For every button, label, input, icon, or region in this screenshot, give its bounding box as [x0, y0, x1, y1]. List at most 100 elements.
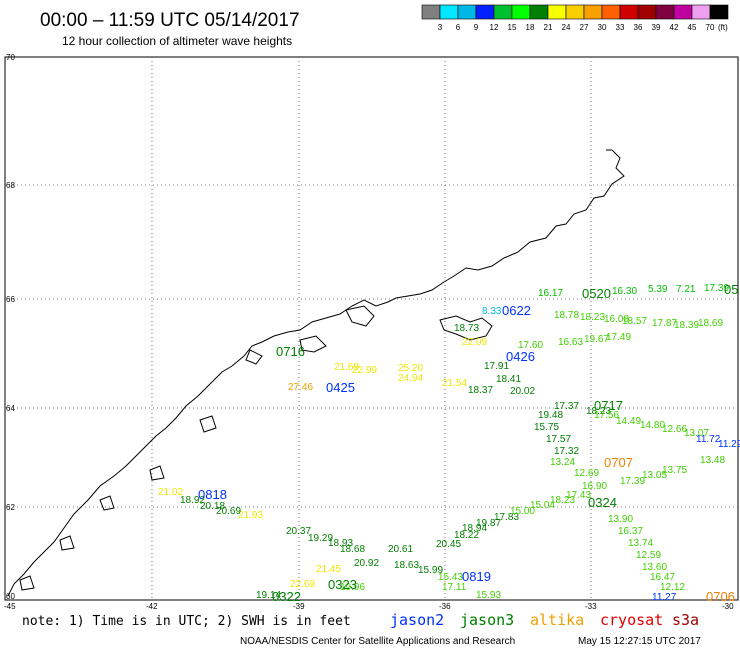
- wave-height-value: 24.94: [398, 373, 423, 384]
- color-scale-label: 15: [508, 23, 517, 32]
- wave-height-value: 12.69: [574, 468, 599, 479]
- map-title: 00:00 – 11:59 UTC 05/14/2017: [40, 10, 300, 31]
- wave-height-value: 18.23: [550, 495, 575, 506]
- color-scale-label: 70: [706, 23, 715, 32]
- wave-height-value: 17.43: [566, 490, 591, 501]
- lat-label: 70: [6, 53, 15, 62]
- wave-height-value: 13.07: [684, 428, 709, 439]
- wave-height-value: 17.37: [554, 401, 579, 412]
- wave-height-value: 21.02: [158, 487, 183, 498]
- color-scale-label: 12: [490, 23, 499, 32]
- wave-height-value: 17.91: [484, 361, 509, 372]
- color-scale-label: 42: [670, 23, 679, 32]
- wave-height-value: 20.02: [510, 386, 535, 397]
- pass-time-label: 0425: [326, 380, 355, 395]
- wave-height-value: 18.37: [468, 385, 493, 396]
- lat-label: 66: [6, 295, 15, 304]
- pass-time-label: 0819: [462, 569, 491, 584]
- pass-time-label: 0818: [198, 487, 227, 502]
- altimeter-tracks: 16.17 16.30 5.39 7.21 17.3918.7317.9118.4118…: [158, 283, 740, 603]
- pass-time-label: 0323: [328, 577, 357, 592]
- color-scale-label: 6: [456, 23, 461, 32]
- wave-height-value: 18.63: [394, 560, 419, 571]
- graticule: [5, 57, 738, 600]
- wave-height-value: 17.39: [620, 476, 645, 487]
- pass-time-label: 0426: [506, 349, 535, 364]
- longitude-labels: -45 -42 -39 -36 -33 -30: [4, 602, 734, 611]
- wave-height-value: 20.69: [216, 506, 241, 517]
- lon-label: -39: [293, 602, 305, 611]
- color-swatch: [457, 4, 477, 20]
- pass-time-label: 0322: [272, 589, 301, 604]
- wave-height-value: 12.12: [660, 582, 685, 593]
- pass-time-label: 0622: [502, 303, 531, 318]
- map-frame: [4, 56, 739, 601]
- lon-label: -30: [722, 602, 734, 611]
- wave-height-value: 16.30: [612, 286, 637, 297]
- color-swatch: [601, 4, 621, 20]
- wave-height-value: 25.20: [398, 363, 423, 374]
- pass-time-label: 0707: [604, 455, 633, 470]
- wave-height-value: 20.92: [354, 558, 379, 569]
- color-swatch: [493, 4, 513, 20]
- satellite-name: s3a: [672, 611, 699, 629]
- wave-height-value: 17.56: [594, 410, 619, 421]
- wave-height-value: 16.08: [604, 314, 629, 325]
- wave-height-value: 18.41: [496, 374, 521, 385]
- wave-height-value: 18.92: [180, 495, 205, 506]
- wave-height-value: 17.49: [606, 332, 631, 343]
- color-swatch: [475, 4, 495, 20]
- wave-height-value: 15.93: [476, 590, 501, 601]
- wave-height-value: 14.49: [616, 416, 641, 427]
- color-swatch: [529, 4, 549, 20]
- wave-height-value: 17.11: [442, 582, 467, 593]
- wave-height-value: 11.72: [696, 434, 721, 445]
- wave-height-value: 13.60: [642, 562, 667, 573]
- wave-height-value: 22.09: [462, 337, 487, 348]
- wave-height-value: 21.54: [442, 378, 467, 389]
- pass-time-label: 0717: [594, 398, 623, 413]
- wave-height-value: 16.37: [618, 526, 643, 537]
- wave-height-value: 22.99: [352, 365, 377, 376]
- wave-height-value: 17.32: [554, 446, 579, 457]
- color-swatch: [547, 4, 567, 20]
- wave-height-value: 14.80: [640, 420, 665, 431]
- wave-height-value: 21.45: [316, 564, 341, 575]
- color-swatch: [655, 4, 675, 20]
- wave-height-value: 12.59: [636, 550, 661, 561]
- lon-label: -42: [146, 602, 158, 611]
- wave-height-value: 18.23: [586, 406, 611, 417]
- lon-label: -33: [585, 602, 597, 611]
- color-scale-label: 9: [474, 23, 479, 32]
- color-swatch: [511, 4, 531, 20]
- wave-height-value: 20.37: [286, 526, 311, 537]
- wave-height-value: 19.87: [476, 518, 501, 529]
- wave-height-value: 19.29: [308, 533, 333, 544]
- pass-time-label: 0324: [588, 495, 617, 510]
- wave-height-value: 13.74: [628, 538, 653, 549]
- wave-height-value: 18.23: [580, 312, 605, 323]
- wave-height-value: 15.43: [438, 572, 463, 583]
- lat-label: 62: [6, 503, 15, 512]
- wave-height-value: 17.87: [652, 318, 677, 329]
- wave-height-value: 19.96: [340, 582, 365, 593]
- color-scale-label: 3: [438, 23, 443, 32]
- wave-height-value: 18.93: [328, 538, 353, 549]
- footer-credit: NOAA/NESDIS Center for Satellite Applica…: [240, 636, 515, 647]
- color-scale-label: 36: [634, 23, 643, 32]
- color-swatch: [637, 4, 657, 20]
- wave-height-value: 21.93: [238, 510, 263, 521]
- wave-height-value: 16.47: [650, 572, 675, 583]
- wave-height-value: 19.48: [538, 410, 563, 421]
- wave-height-value: 17.83: [494, 512, 519, 523]
- wave-height-value: 13.24: [550, 457, 575, 468]
- pass-time-label: 0706: [706, 589, 735, 604]
- color-swatch: [421, 4, 441, 20]
- wave-height-value: 13.05: [642, 470, 667, 481]
- satellite-name: jason3: [460, 611, 514, 629]
- color-scale-label: 45: [688, 23, 697, 32]
- wave-height-value: 20.45: [436, 539, 461, 550]
- wave-height-value: 18.68: [340, 544, 365, 555]
- wave-height-value: 18.69: [698, 318, 723, 329]
